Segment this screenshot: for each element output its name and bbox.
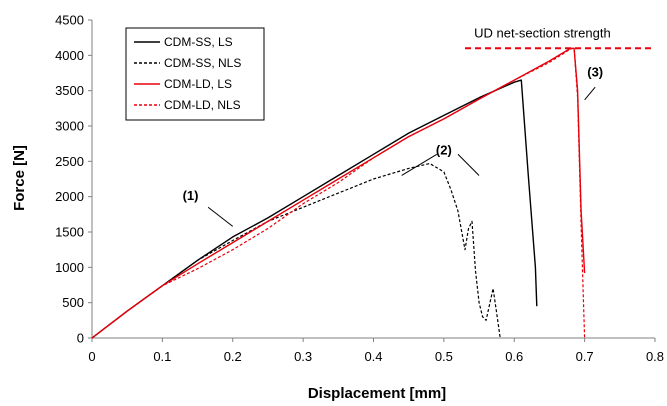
y-axis-title: Force [N] <box>11 145 28 211</box>
y-tick-label: 2000 <box>55 189 84 204</box>
annotation-leader-3 <box>584 86 596 101</box>
y-tick-label: 500 <box>62 295 84 310</box>
y-tick-label: 3500 <box>55 83 84 98</box>
annotation-label-2: (2) <box>436 142 452 157</box>
legend: CDM-SS, LS CDM-SS, NLS CDM-LD, LS CDM-LD, N… <box>125 27 265 121</box>
x-tick-label: 0.1 <box>153 349 171 364</box>
x-tick-label: 0.8 <box>646 349 664 364</box>
x-tick-label: 0.3 <box>294 349 312 364</box>
x-tick-label: 0.7 <box>576 349 594 364</box>
annotation-label-1: (1) <box>183 188 199 203</box>
legend-label-1: CDM-SS, LS <box>164 35 233 49</box>
series-line-4 <box>91 47 586 339</box>
annotation-leader-2 <box>457 153 480 176</box>
legend-label-2: CDM-SS, NLS <box>164 56 241 70</box>
annotation-leader-2 <box>401 153 438 176</box>
series-line-2 <box>91 162 501 339</box>
axes: 0 500 1000 1500 2000 2500 3000 3500 4000 4500 0 0.1… <box>55 13 664 365</box>
y-tick-label: 2500 <box>55 154 84 169</box>
y-tick-label: 1500 <box>55 225 84 240</box>
x-tick-label: 0 <box>88 349 95 364</box>
y-tick-label: 0 <box>77 331 84 346</box>
x-tick-label: 0.5 <box>435 349 453 364</box>
annotation-leader-1 <box>207 206 234 227</box>
x-tick-label: 0.4 <box>364 349 382 364</box>
x-axis-title: Displacement [mm] <box>308 385 446 402</box>
y-tick-label: 1000 <box>55 260 84 275</box>
annotations: UD net-section strength (1) (2) (3) <box>183 25 655 227</box>
annotation-label-3: (3) <box>587 65 603 80</box>
series-group <box>91 47 586 339</box>
x-tick-label: 0.6 <box>505 349 523 364</box>
y-tick-label: 4500 <box>55 13 84 28</box>
y-tick-label: 4000 <box>55 48 84 63</box>
legend-label-4: CDM-LD, NLS <box>164 98 241 112</box>
x-tick-label: 0.2 <box>224 349 242 364</box>
y-tick-label: 3000 <box>55 119 84 134</box>
reference-line-label: UD net-section strength <box>474 25 611 40</box>
legend-label-3: CDM-LD, LS <box>164 77 232 91</box>
